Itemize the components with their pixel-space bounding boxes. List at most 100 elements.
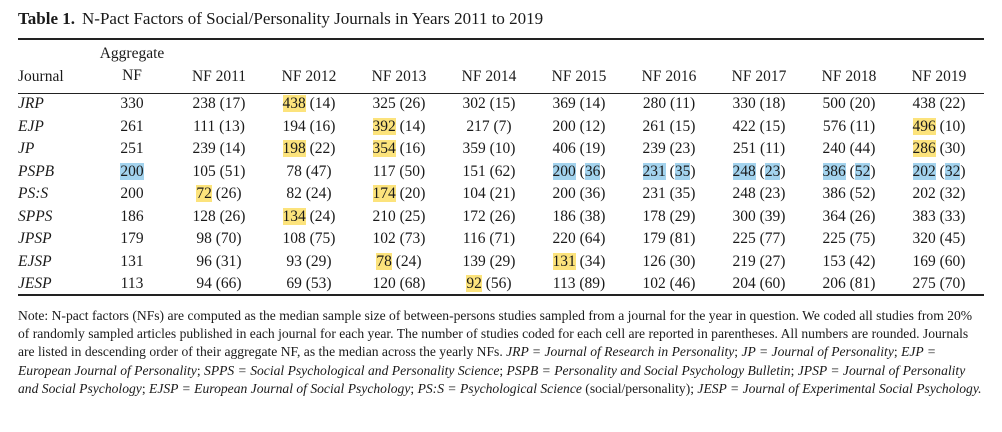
nf-table: Journal Aggregate NF NF 2011 NF 2012 NF 2013…: [18, 41, 984, 296]
study-count: (71): [489, 230, 516, 248]
study-count: (60): [759, 275, 786, 293]
year-nf-cell: 369 (14): [534, 93, 624, 116]
note-segment: ;: [141, 380, 150, 396]
year-nf-cell: 198 (22): [264, 138, 354, 161]
year-nf-cell: 330 (18): [714, 93, 804, 116]
study-count: (35): [669, 185, 696, 203]
aggregate-nf-value: 131: [120, 252, 144, 270]
study-count: (36): [579, 185, 606, 203]
nf-value: 275: [912, 275, 936, 293]
note-segment: ;: [734, 344, 742, 360]
nf-value: 200: [552, 162, 576, 180]
column-header: NF 2016: [641, 68, 697, 85]
aggregate-nf-cell: 186: [90, 206, 174, 229]
note-segment: (social/personality);: [581, 380, 698, 396]
table-body: JRP 330 238 (17) 438 (14) 325 (26) 302 (15) 36…: [18, 93, 984, 296]
nf-value: 406: [552, 140, 576, 158]
study-count: (29): [305, 252, 332, 270]
nf-value: 78: [376, 252, 392, 270]
year-nf-cell: 364 (26): [804, 206, 894, 229]
nf-value: 325: [372, 95, 396, 113]
note-segment: EJSP = European Journal of Social Psycho…: [149, 380, 411, 396]
note-segment: EJP = European Journal of Personality: [18, 344, 937, 378]
year-nf-cell: 92 (56): [444, 273, 534, 296]
year-nf-cell: 98 (70): [174, 228, 264, 251]
nf-value: 286: [912, 140, 936, 158]
study-count: (32): [939, 162, 966, 180]
nf-value: 172: [462, 207, 486, 225]
nf-value: 251: [732, 140, 757, 158]
nf-value: 320: [912, 230, 936, 248]
year-nf-cell: 217 (7): [444, 116, 534, 139]
aggregate-nf-cell: 200: [90, 183, 174, 206]
header-row: Journal Aggregate NF NF 2011 NF 2012 NF 2013…: [18, 41, 984, 93]
year-nf-cell: 94 (66): [174, 273, 264, 296]
nf-value: 225: [732, 230, 756, 248]
column-header: NF 2014: [461, 68, 517, 85]
nf-value: 204: [732, 275, 756, 293]
header-rule: [18, 93, 984, 94]
top-rule: [18, 38, 984, 40]
year-nf-cell: 359 (10): [444, 138, 534, 161]
study-count: (10): [489, 140, 516, 158]
nf-value: 496: [912, 117, 936, 135]
nf-value: 200: [552, 117, 576, 135]
nf-value: 128: [192, 207, 216, 225]
year-nf-cell: 172 (26): [444, 206, 534, 229]
year-nf-cell: 104 (21): [444, 183, 534, 206]
study-count-highlight: 36: [584, 162, 601, 180]
nf-value: 280: [642, 95, 667, 113]
table-row: EJP 261 111 (13) 194 (16) 392 (14) 217 (7) 200…: [18, 116, 984, 139]
nf-value: 302: [462, 95, 486, 113]
nf-value: 210: [372, 207, 396, 225]
study-count: (70): [215, 230, 242, 248]
year-nf-cell: 179 (81): [624, 228, 714, 251]
study-count: (16): [309, 117, 336, 135]
study-count: (64): [579, 230, 606, 248]
year-nf-cell: 69 (53): [264, 273, 354, 296]
nf-value: 120: [372, 275, 396, 293]
nf-value: 72: [196, 185, 212, 203]
year-nf-cell: 202 (32): [894, 183, 984, 206]
year-nf-cell: 325 (26): [354, 93, 444, 116]
study-count: (11): [849, 117, 876, 135]
nf-value: 69: [286, 275, 302, 293]
study-count: (34): [579, 252, 606, 270]
study-count: (47): [305, 162, 332, 180]
year-nf-cell: 194 (16): [264, 116, 354, 139]
aggregate-nf-cell: 261: [90, 116, 174, 139]
study-count: (36): [579, 162, 606, 180]
study-count: (24): [395, 252, 422, 270]
year-nf-cell: 116 (71): [444, 228, 534, 251]
study-count: (20): [399, 185, 426, 203]
study-count: (66): [215, 275, 242, 293]
nf-value: 239: [642, 140, 666, 158]
nf-value: 300: [732, 207, 756, 225]
year-nf-cell: 151 (62): [444, 161, 534, 184]
nf-value: 240: [822, 140, 846, 158]
study-count: (23): [759, 162, 786, 180]
study-count: (31): [215, 252, 242, 270]
study-count: (29): [489, 252, 516, 270]
year-nf-cell: 239 (14): [174, 138, 264, 161]
study-count: (60): [939, 252, 966, 270]
year-nf-cell: 102 (46): [624, 273, 714, 296]
study-count: (30): [939, 140, 966, 158]
nf-value: 104: [462, 185, 486, 203]
study-count: (14): [399, 117, 426, 135]
study-count: (39): [759, 207, 786, 225]
year-nf-cell: 134 (24): [264, 206, 354, 229]
nf-value: 219: [732, 252, 756, 270]
year-nf-cell: 231 (35): [624, 183, 714, 206]
table-row: JRP 330 238 (17) 438 (14) 325 (26) 302 (15) 36…: [18, 93, 984, 116]
aggregate-nf-cell: 200: [90, 161, 174, 184]
note-segment: ;: [790, 362, 798, 378]
study-count: (12): [579, 117, 606, 135]
nf-value: 261: [642, 117, 666, 135]
year-nf-cell: 102 (73): [354, 228, 444, 251]
study-count-highlight: 35: [674, 162, 691, 180]
nf-value: 383: [912, 207, 936, 225]
nf-value: 576: [822, 117, 847, 135]
study-count: (89): [579, 275, 606, 293]
study-count: (77): [759, 230, 786, 248]
